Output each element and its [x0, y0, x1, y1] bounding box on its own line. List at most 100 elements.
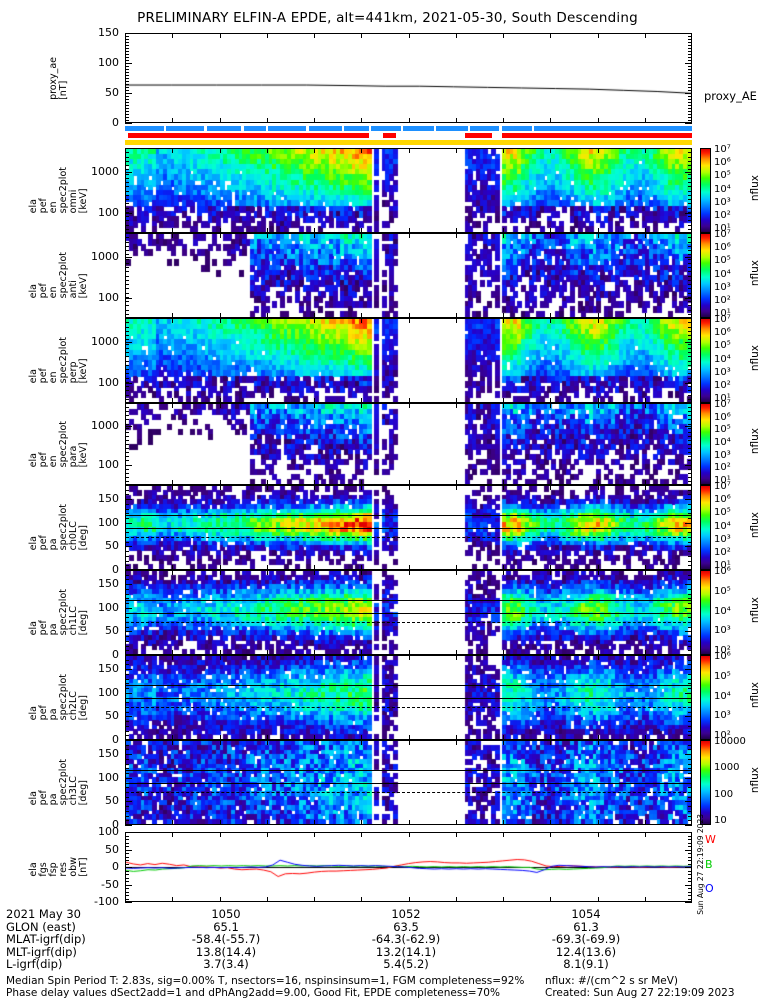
y-minor-tick: [125, 532, 129, 533]
x-tick: [267, 655, 268, 660]
y-minor-tick: [125, 716, 129, 717]
loss-cone-dashed-line: [126, 622, 691, 623]
status-bar-red: [127, 133, 369, 138]
y-minor-tick: [688, 48, 692, 49]
y-minor-tick: [688, 254, 692, 255]
x-tick: [220, 313, 221, 318]
y-minor-tick: [688, 839, 692, 840]
y-minor-tick: [125, 81, 129, 82]
y-tick-label: 0: [112, 563, 119, 576]
x-tick: [598, 398, 599, 403]
x-tick: [267, 832, 268, 837]
y-minor-tick: [125, 263, 129, 264]
y-minor-tick: [688, 365, 692, 366]
x-tick: [550, 740, 551, 745]
y-minor-tick: [125, 90, 129, 91]
y-minor-tick: [688, 246, 692, 247]
y-minor-tick: [125, 888, 129, 889]
x-tick: [645, 403, 646, 408]
x-tick: [645, 735, 646, 740]
y-minor-tick: [125, 111, 129, 112]
loss-cone-line: [126, 698, 691, 699]
loss-cone-line: [126, 783, 691, 784]
x-tick: [361, 740, 362, 745]
y-minor-tick: [688, 871, 692, 872]
y-minor-tick: [688, 745, 692, 746]
y-minor-tick: [125, 702, 129, 703]
y-minor-tick: [125, 395, 129, 396]
x-tick: [598, 740, 599, 745]
footer-row-label: L-igrf(dip): [6, 957, 63, 972]
axis-label-en-perp: ela pef en spec2plot perp [keV]: [28, 318, 90, 403]
x-tick: [550, 480, 551, 485]
y-minor-tick: [688, 297, 692, 298]
y-minor-tick: [688, 778, 692, 779]
y-minor-tick: [125, 783, 129, 784]
y-tick-label: 0: [112, 860, 119, 873]
y-minor-tick: [125, 448, 129, 449]
y-tick: [685, 383, 692, 384]
y-minor-tick: [688, 42, 692, 43]
footer-created-stamp: Created: Sun Aug 27 22:19:09 2023: [545, 987, 735, 999]
panel-fgs-obw: [125, 832, 692, 902]
y-minor-tick: [125, 361, 129, 362]
x-tick: [361, 33, 362, 38]
x-tick: [172, 318, 173, 323]
footer-row-label: GLON (east): [6, 919, 76, 934]
x-tick: [550, 148, 551, 153]
x-tick: [503, 318, 504, 323]
colorbar-tick-label: 10⁴: [714, 520, 731, 532]
y-minor-tick: [125, 465, 129, 466]
y-minor-tick: [125, 874, 129, 875]
x-tick: [267, 313, 268, 318]
colorbar-tick-label: 10⁷: [714, 229, 731, 240]
y-minor-tick: [125, 322, 129, 323]
y-tick: [125, 825, 132, 826]
colorbar-tick-label: 10⁴: [714, 183, 731, 195]
y-minor-tick: [688, 157, 692, 158]
y-minor-tick: [125, 386, 129, 387]
y-minor-tick: [688, 460, 692, 461]
y-minor-tick: [688, 603, 692, 604]
y-minor-tick: [125, 787, 129, 788]
panel-ch1LC: [125, 570, 692, 655]
y-tick: [125, 383, 132, 384]
y-minor-tick: [688, 683, 692, 684]
y-tick-label: 1000: [91, 418, 119, 432]
colorbar: [700, 570, 711, 655]
y-minor-tick: [688, 716, 692, 717]
y-minor-tick: [125, 542, 129, 543]
x-tick: [267, 740, 268, 745]
x-tick: [503, 403, 504, 408]
y-minor-tick: [688, 152, 692, 153]
x-tick: [172, 398, 173, 403]
y-minor-tick: [125, 726, 129, 727]
x-tick: [267, 318, 268, 323]
y-minor-tick: [688, 608, 692, 609]
x-tick: [550, 313, 551, 318]
y-tick-label: 100: [98, 205, 119, 219]
x-tick: [314, 33, 315, 38]
colorbar-title: nflux: [749, 428, 761, 455]
colorbar-tick-label: 10⁴: [714, 605, 731, 617]
y-minor-tick: [125, 276, 129, 277]
y-minor-tick: [688, 395, 692, 396]
x-tick: [550, 570, 551, 575]
colorbar-tick-label: 10000: [714, 736, 746, 747]
x-tick: [550, 897, 551, 902]
status-bar-blue: [308, 126, 343, 131]
y-minor-tick: [125, 339, 129, 340]
status-bar-blue: [165, 126, 205, 131]
colorbar-tick-label: 10²: [714, 209, 731, 221]
y-minor-tick: [688, 169, 692, 170]
footer-value: 5.4(5.2): [383, 957, 429, 972]
x-tick: [267, 118, 268, 123]
y-minor-tick: [688, 96, 692, 97]
colorbar-tick-label: 10⁴: [714, 690, 731, 702]
y-minor-tick: [688, 698, 692, 699]
y-tick-label: 1000: [91, 164, 119, 178]
y-minor-tick: [125, 36, 129, 37]
x-tick: [503, 832, 504, 837]
y-minor-tick: [125, 452, 129, 453]
y-tick-label: 0: [112, 116, 119, 129]
